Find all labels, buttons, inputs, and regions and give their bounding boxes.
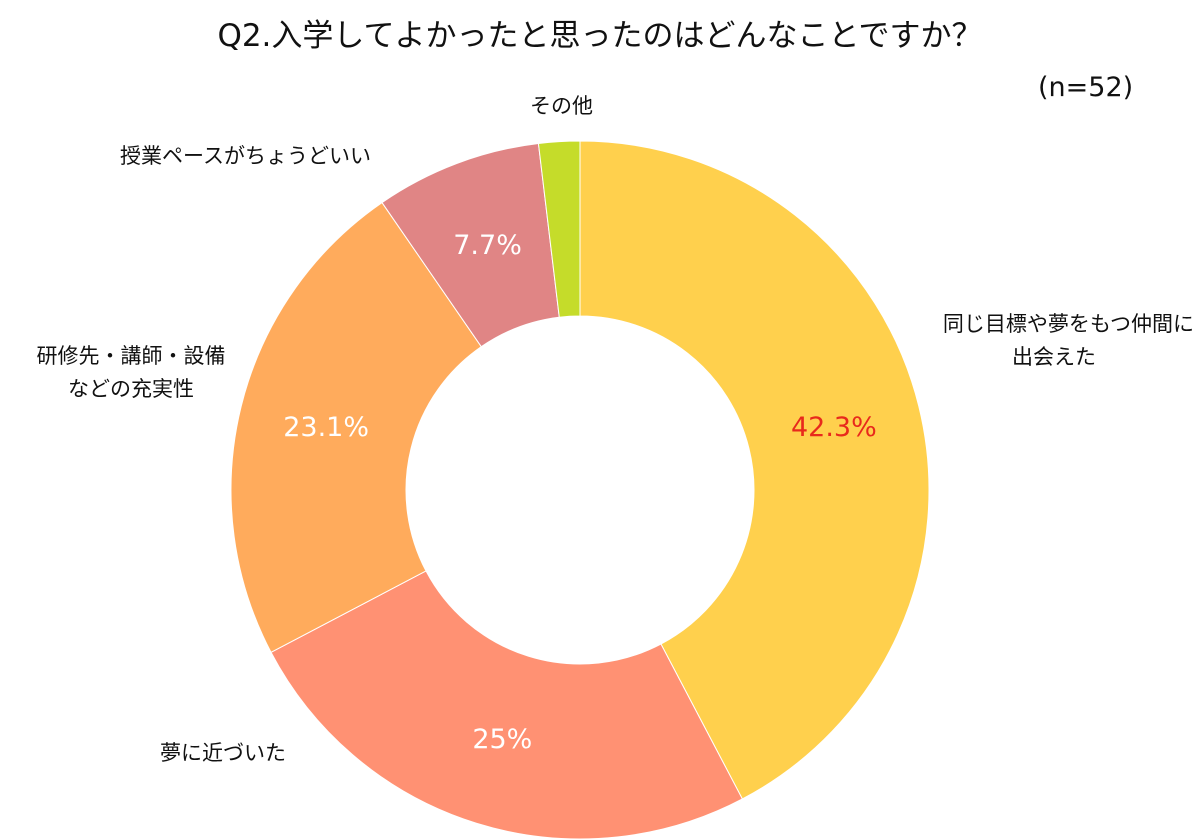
slice-other — [537, 140, 581, 318]
category-label-line: 同じ目標や夢をもつ仲間に — [942, 312, 1194, 336]
category-label-class-pace: 授業ペースがちょうどいい — [120, 140, 371, 173]
category-label-line: 出会えた — [1012, 345, 1096, 369]
category-label-line: 夢に近づいた — [160, 741, 286, 765]
value-label-closer-to-dream: 25% — [472, 724, 532, 755]
slice-same-goal-friends — [579, 140, 930, 800]
value-label-class-pace: 7.7% — [453, 230, 522, 261]
chart-title: Q2.入学してよかったと思ったのはどんなことですか？ — [217, 18, 983, 54]
slice-facilities — [230, 201, 482, 654]
category-label-same-goal-friends: 同じ目標や夢をもつ仲間に 出会えた — [943, 308, 1194, 374]
sample-size-label: (n=52) — [1038, 72, 1134, 103]
value-label-same-goal-friends: 42.3% — [791, 412, 877, 443]
category-label-other: その他 — [530, 90, 593, 123]
slice-closer-to-dream — [270, 570, 744, 840]
category-label-line: 研修先・講師・設備 — [36, 344, 226, 368]
category-label-facilities: 研修先・講師・設備 などの充実性 — [16, 340, 246, 406]
value-label-facilities: 23.1% — [283, 412, 369, 443]
category-label-closer-to-dream: 夢に近づいた — [160, 737, 286, 770]
category-label-line: 授業ペースがちょうどいい — [120, 144, 371, 168]
category-label-line: などの充実性 — [68, 377, 194, 401]
category-label-line: その他 — [530, 94, 593, 118]
